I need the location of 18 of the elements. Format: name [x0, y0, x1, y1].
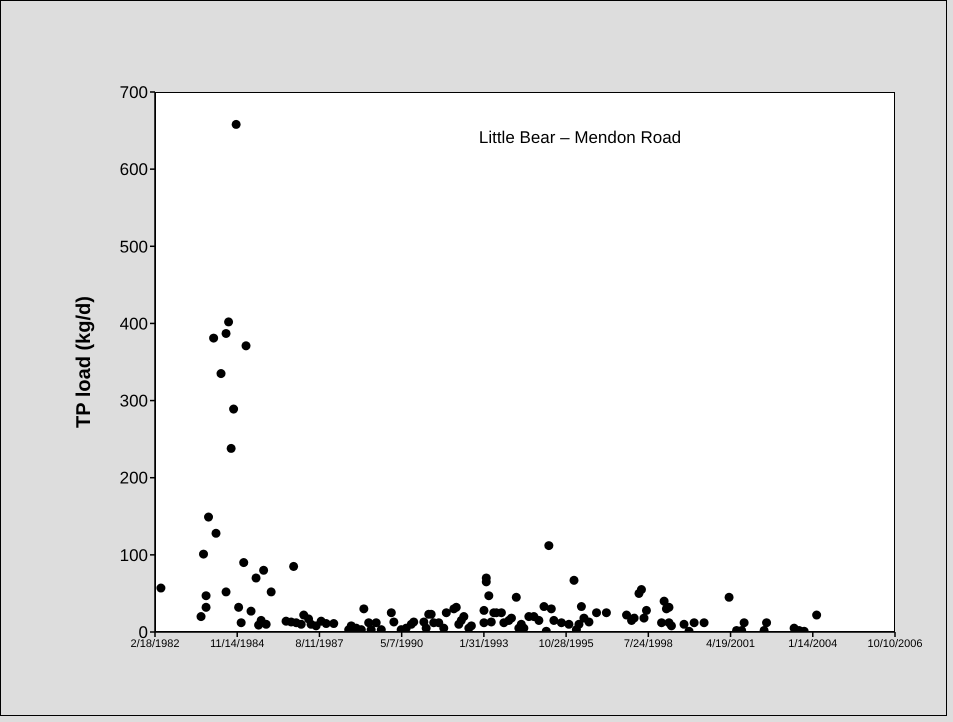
- x-tick-label: 10/10/2006: [867, 638, 923, 650]
- x-tick-label: 10/28/1995: [538, 638, 594, 650]
- x-tick-label: 8/11/1987: [295, 638, 344, 650]
- y-tick-label: 100: [120, 546, 148, 565]
- y-tick-label: 200: [120, 468, 148, 488]
- y-tick-label: 600: [120, 160, 148, 180]
- text: Little Bear – Mendon Road: [478, 128, 682, 148]
- x-tick-label: 5/7/1990: [380, 638, 424, 650]
- y-tick-label: 500: [120, 237, 148, 256]
- x-tick-label: 1/14/2004: [788, 638, 838, 650]
- x-tick-label: 7/24/1998: [624, 638, 673, 650]
- y-tick-label: 300: [120, 392, 148, 411]
- y-tick-label: 700: [120, 83, 148, 102]
- x-tick-label: 11/14/1984: [210, 638, 264, 650]
- x-tick-label: 4/19/2001: [706, 638, 756, 650]
- x-tick-label: 1/31/1993: [459, 638, 508, 650]
- y-axis-title: TP load (kg/d): [73, 296, 96, 428]
- y-tick-label: 400: [120, 314, 148, 334]
